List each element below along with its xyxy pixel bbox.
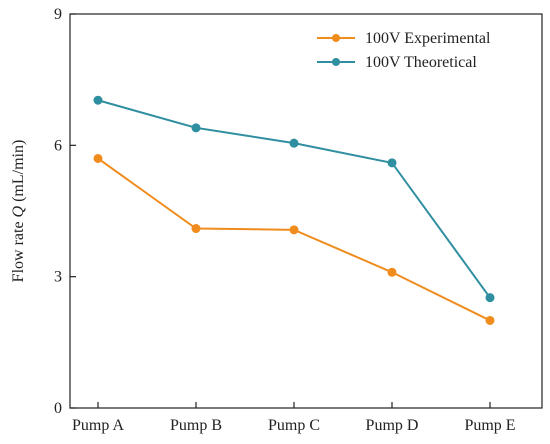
x-tick-label: Pump B [170,417,222,434]
legend-swatch-marker [332,34,340,42]
y-axis-label: Flow rate Q (mL/min) [10,140,27,283]
y-tick-label: 9 [54,6,62,23]
y-axis-label-unit: (mL/min) [10,140,27,206]
y-tick-label: 6 [54,137,62,154]
data-point [191,224,201,234]
plot-frame [69,13,543,409]
plot-area [69,13,543,409]
series-1 [93,95,495,303]
legend-swatch-marker [332,58,340,66]
x-tick-label: Pump E [464,417,515,434]
series-line [97,157,491,322]
data-point [191,123,201,133]
data-point [387,267,397,277]
series-0 [93,153,495,325]
series-line [97,99,491,299]
data-point [93,153,103,163]
data-point [485,293,495,303]
data-point [289,138,299,148]
legend: 100V Experimental 100V Theoretical [317,30,491,71]
y-axis-label-symbol: Q [10,205,27,217]
legend-item: 100V Theoretical [317,54,477,71]
data-point [93,95,103,105]
legend-item: 100V Experimental [317,30,491,47]
y-axis-label-prefix: Flow rate [10,217,27,282]
y-tick-label: 0 [54,400,62,417]
data-point [485,315,495,325]
x-tick-label: Pump D [366,417,419,434]
legend-label: 100V Theoretical [365,54,477,71]
y-axis-ticks: 0 3 6 9 [54,6,76,417]
data-point [387,158,397,168]
y-tick-label: 3 [54,269,62,286]
x-tick-label: Pump A [72,417,124,434]
x-tick-label: Pump C [268,417,320,434]
x-axis-ticks: Pump A Pump B Pump C Pump D Pump E [72,402,516,434]
data-point [289,225,299,235]
legend-label: 100V Experimental [365,30,491,47]
series-layer [93,95,495,325]
